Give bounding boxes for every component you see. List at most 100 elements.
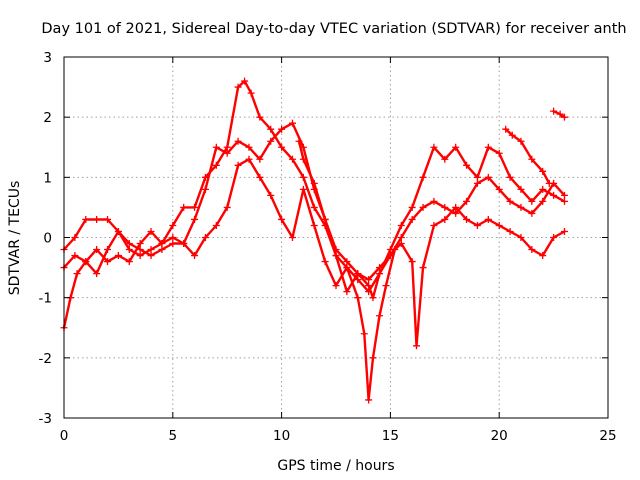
data-point (473, 221, 481, 229)
data-point (354, 270, 362, 278)
data-point (365, 396, 373, 404)
data-point (288, 234, 296, 241)
data-point (556, 110, 564, 118)
data-point (278, 143, 286, 151)
data-point (430, 197, 438, 205)
data-point (386, 252, 394, 260)
data-point (180, 240, 188, 248)
y-tick-labels: -3 -2 -1 0 1 2 3 (39, 50, 52, 427)
y-tick-label: 1 (43, 170, 52, 186)
data-point (539, 185, 547, 193)
data-point (484, 173, 492, 181)
data-point (391, 246, 399, 254)
data-point (550, 191, 558, 199)
x-tick-label: 10 (273, 428, 290, 444)
data-point (288, 119, 296, 127)
data-point (360, 330, 368, 338)
data-point (463, 197, 471, 205)
series-track-6 (550, 107, 568, 121)
data-point (125, 246, 133, 254)
data-point (310, 203, 318, 211)
data-point (560, 227, 568, 235)
data-point (71, 252, 79, 260)
data-point (247, 89, 255, 97)
data-point (278, 125, 286, 133)
data-point (267, 137, 275, 145)
data-point (212, 143, 220, 151)
data-point (560, 197, 568, 205)
series-track-2 (60, 119, 568, 332)
data-point (93, 215, 101, 223)
data-point (299, 173, 307, 181)
data-point (463, 215, 471, 223)
data-point (73, 270, 81, 278)
data-point (180, 203, 188, 211)
data-point (267, 191, 275, 199)
data-point (104, 215, 112, 223)
data-point (430, 143, 438, 151)
data-point (169, 240, 177, 248)
data-point (550, 234, 558, 241)
data-point (299, 185, 307, 193)
y-axis-label: SDTVAR / TECUs (7, 181, 23, 296)
data-point (502, 125, 510, 133)
data-point (397, 221, 405, 229)
data-point (332, 282, 340, 290)
data-point (234, 83, 242, 91)
data-point (382, 282, 390, 290)
data-point (484, 143, 492, 151)
data-point (441, 215, 449, 223)
y-tick-label: -1 (39, 291, 52, 307)
x-tick-label: 20 (491, 428, 508, 444)
data-point (354, 294, 362, 302)
data-point (212, 221, 220, 229)
data-point (245, 155, 253, 163)
data-point (376, 270, 384, 278)
series-track-5 (502, 125, 553, 187)
y-tick-label: -2 (39, 351, 52, 367)
data-point (267, 125, 275, 133)
data-point (528, 197, 536, 205)
data-point (125, 240, 133, 248)
data-point (169, 221, 177, 229)
data-point (376, 264, 384, 272)
data-point (452, 203, 460, 211)
data-point (147, 246, 155, 254)
data-point (104, 258, 112, 266)
series-layer (60, 77, 568, 404)
data-point (310, 221, 318, 229)
data-point (201, 185, 209, 193)
data-point (93, 246, 101, 254)
data-point (147, 227, 155, 235)
data-point (234, 137, 242, 145)
data-point (517, 185, 525, 193)
data-point (539, 252, 547, 260)
data-point (419, 264, 427, 272)
series-line (504, 127, 551, 185)
x-tick-label: 5 (169, 428, 178, 444)
data-point (528, 209, 536, 217)
series-track-4 (295, 137, 394, 296)
data-point (365, 276, 373, 284)
data-point (528, 246, 536, 254)
data-point (560, 113, 568, 121)
data-point (158, 246, 166, 254)
data-point (419, 203, 427, 211)
data-point (114, 252, 122, 260)
data-point (241, 77, 249, 85)
data-point (310, 179, 318, 187)
data-point (136, 240, 144, 248)
series-line (62, 158, 566, 402)
data-point (473, 173, 481, 181)
data-point (212, 161, 220, 169)
data-point (369, 294, 377, 302)
series-line (62, 79, 566, 293)
ticks-layer (63, 56, 609, 419)
data-point (223, 143, 231, 151)
data-point (508, 131, 516, 139)
data-point (223, 203, 231, 211)
data-point (223, 149, 231, 157)
chart-title: Day 101 of 2021, Sidereal Day-to-day VTE… (41, 21, 626, 37)
data-point (397, 240, 405, 248)
data-point (256, 173, 264, 181)
